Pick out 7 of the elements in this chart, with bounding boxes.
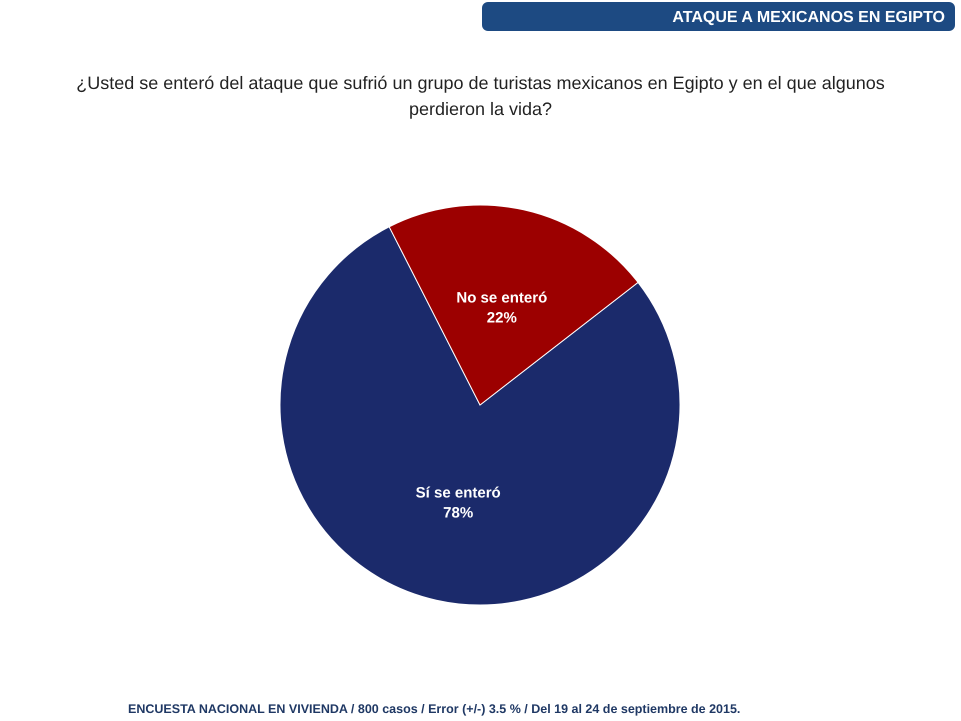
- data-label: 78%: [443, 504, 474, 522]
- text: ATAQUE A MEXICANOS EN EGIPTO: [672, 9, 945, 26]
- slice-label: Sí se enteró: [416, 484, 501, 502]
- slice-label: No se enteró: [456, 289, 548, 306]
- data-label: 22%: [486, 309, 517, 326]
- text: ENCUESTA NACIONAL EN VIVIENDA / 800 casos / Error (+/-) 3.5 % / Del 19 al 24 de septiembre de 2015.: [128, 702, 740, 716]
- chart-subtitle: ¿Usted se enteró del ataque que sufrió un grupo de turistas mexicanos en Egipto y en el que algunos perdieron la vida?: [76, 73, 885, 119]
